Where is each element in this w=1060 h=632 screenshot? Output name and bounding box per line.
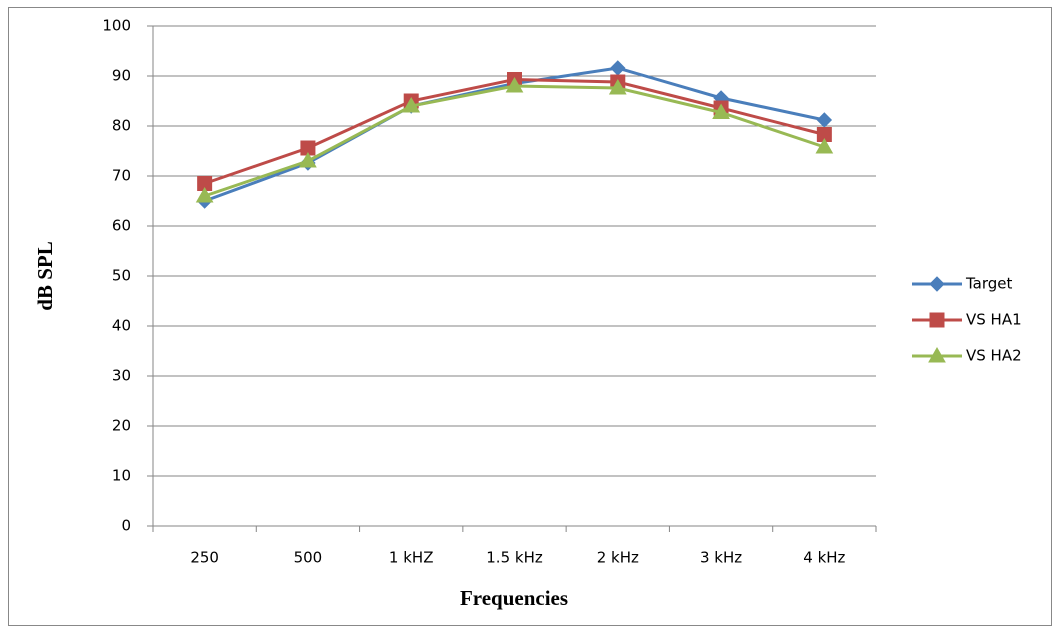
- x-tick-label: 1.5 kHz: [486, 549, 543, 567]
- data-point: [505, 76, 524, 93]
- y-tick-label: 70: [112, 167, 131, 185]
- y-tick-label: 10: [112, 467, 131, 485]
- data-point: [299, 151, 317, 168]
- x-axis-title: Frequencies: [460, 586, 568, 610]
- legend-marker: [929, 276, 945, 292]
- x-tick-label: 3 kHz: [700, 549, 742, 567]
- y-tick-label: 50: [112, 267, 131, 285]
- x-tick-label: 250: [190, 549, 219, 567]
- data-point: [815, 137, 834, 154]
- x-tick-label: 1 kHZ: [389, 549, 434, 567]
- data-point: [712, 103, 730, 119]
- data-point: [608, 78, 627, 95]
- legend-label: Target: [965, 275, 1013, 293]
- data-point: [402, 96, 421, 113]
- y-axis-title: dB SPL: [33, 241, 57, 310]
- legend-marker: [929, 312, 945, 328]
- y-tick-label: 20: [112, 417, 131, 435]
- chart-border: [8, 7, 1052, 626]
- y-tick-label: 30: [112, 367, 131, 385]
- data-point: [195, 186, 214, 203]
- y-tick-label: 80: [112, 117, 131, 135]
- y-tick-label: 60: [112, 217, 131, 235]
- y-tick-label: 90: [112, 67, 131, 85]
- x-tick-label: 500: [294, 549, 323, 567]
- x-tick-label: 2 kHz: [597, 549, 639, 567]
- y-tick-label: 0: [121, 517, 131, 535]
- y-tick-label: 100: [102, 17, 131, 35]
- legend-marker: [928, 346, 946, 363]
- legend-label: VS HA1: [966, 311, 1022, 329]
- y-tick-label: 40: [112, 317, 131, 335]
- x-tick-label: 4 kHz: [803, 549, 845, 567]
- legend-label: VS HA2: [966, 347, 1022, 365]
